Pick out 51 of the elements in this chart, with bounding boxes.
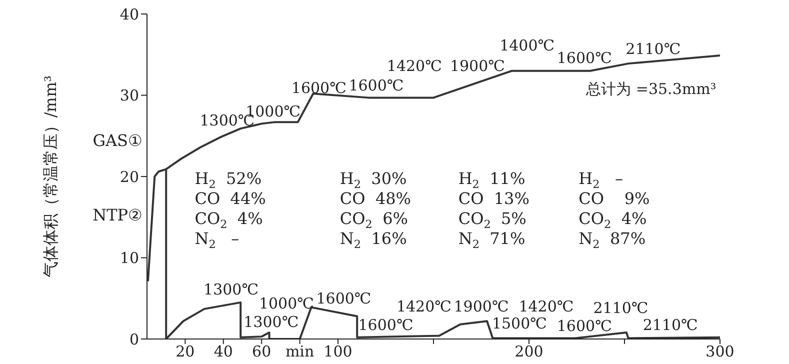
annotation: 1300℃ xyxy=(244,312,299,331)
annotation: CO$_{2}$ 4% xyxy=(578,208,647,231)
text: N$_{2}$ – xyxy=(194,228,240,251)
annotation: CO 9% xyxy=(578,188,650,208)
annotation: N$_{2}$ 16% xyxy=(340,228,407,251)
y-axis-title: 气体体积（常温常压）/mm³ xyxy=(41,75,60,278)
annotation: 1420℃ xyxy=(518,298,574,316)
annotation: CO$_{2}$ 4% xyxy=(194,208,263,231)
annotation: 总计为 =35.3mm³ xyxy=(585,80,716,98)
annotation: 1400℃ xyxy=(500,36,555,55)
annotation: 1600℃ xyxy=(348,76,404,94)
y-tick-label: 10 xyxy=(120,249,139,268)
annotation: N$_{2}$ 71% xyxy=(458,228,526,251)
x-tick-label: min xyxy=(285,342,314,361)
x-tick-label: 40 xyxy=(214,342,233,361)
annotation: 1600℃ xyxy=(358,316,414,334)
x-tick-label: 20 xyxy=(176,342,195,361)
y-tick-label: 40 xyxy=(120,5,139,24)
annotation: 1300℃ xyxy=(204,280,259,298)
y-tick-label: 0 xyxy=(129,330,139,348)
text: NTP② xyxy=(92,205,142,224)
annotation: 1600℃ xyxy=(556,317,612,335)
annotation: 2110℃ xyxy=(593,299,648,318)
annotation: H$_{2}$ 11% xyxy=(458,168,526,192)
annotation: 1600℃ xyxy=(556,48,612,67)
annotation: CO 13% xyxy=(458,188,530,208)
annotation: 1000℃ xyxy=(258,294,314,312)
annotation: CO 44% xyxy=(194,188,266,208)
x-tick-label: 200 xyxy=(514,342,544,361)
x-tick-label: 100 xyxy=(324,342,352,361)
annotation: 1420℃ xyxy=(386,57,442,75)
x-tick-label: 60 xyxy=(252,342,272,361)
annotation: 1500℃ xyxy=(492,314,547,333)
annotation: 1420℃ xyxy=(396,298,452,316)
y-tick-label: 20 xyxy=(120,168,139,186)
annotation: 2110℃ xyxy=(642,316,698,334)
annotation: 1600℃ xyxy=(291,78,346,97)
y-tick-label: 30 xyxy=(120,86,139,105)
annotation: CO$_{2}$ 6% xyxy=(340,208,408,231)
text: H$_{2}$ – xyxy=(578,168,624,192)
annotation: CO 48% xyxy=(340,188,412,208)
annotation: 2110℃ xyxy=(626,40,681,58)
x-tick-label: 300 xyxy=(706,342,734,361)
annotation: N$_{2}$ 87% xyxy=(578,228,646,251)
annotation: 1900℃ xyxy=(454,298,509,316)
text: GAS① xyxy=(92,130,142,150)
annotation: 1900℃ xyxy=(450,57,505,75)
annotation: H$_{2}$ 30% xyxy=(340,168,407,192)
annotation: H$_{2}$ 52% xyxy=(194,168,262,192)
annotation: CO$_{2}$ 5% xyxy=(458,208,526,231)
annotation: 1600℃ xyxy=(316,289,372,308)
